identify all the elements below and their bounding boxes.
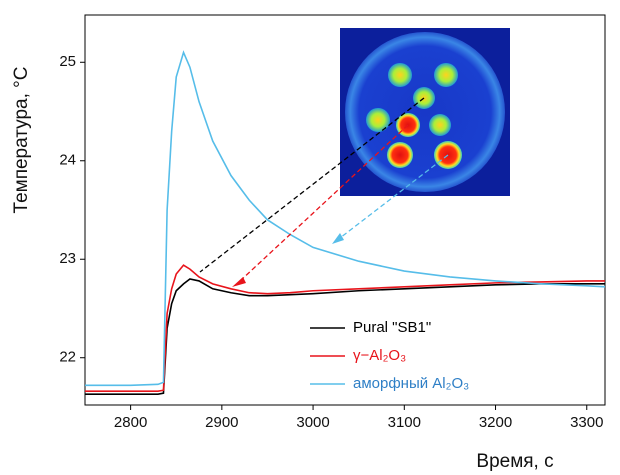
arrowhead [232,277,246,287]
x-tick-label: 3100 [388,414,421,431]
x-tick-label: 2900 [205,414,238,431]
y-axis-title: Температура, °C [11,67,32,214]
spot [388,63,412,87]
inset-disc [345,32,505,192]
x-tick-label: 3000 [296,414,329,431]
plot-area: 2800 2900 3000 3100 3200 3300 22 23 24 25 [59,15,605,431]
spot [434,63,458,87]
y-tick-label: 25 [59,53,76,70]
legend-label: Pural "SB1" [353,319,431,336]
y-tick-label: 24 [59,152,76,169]
arrowhead [332,233,344,244]
x-tick-label: 3200 [479,414,512,431]
spot [366,108,390,132]
thermal-image [340,28,510,196]
arrow [240,125,408,281]
x-tick-label: 3300 [570,414,603,431]
legend-label: γ−Al₂O₃ [353,347,406,364]
legend-label: аморфный Al₂O₃ [353,375,469,392]
spot [387,142,413,168]
spot [429,114,451,136]
y-tick-label: 22 [59,349,76,366]
chart: 2800 2900 3000 3100 3200 3300 22 23 24 25 Время, … [0,0,620,475]
y-tick-label: 23 [59,250,76,267]
x-axis-title: Время, с [476,451,553,472]
x-tick-label: 2800 [114,414,147,431]
